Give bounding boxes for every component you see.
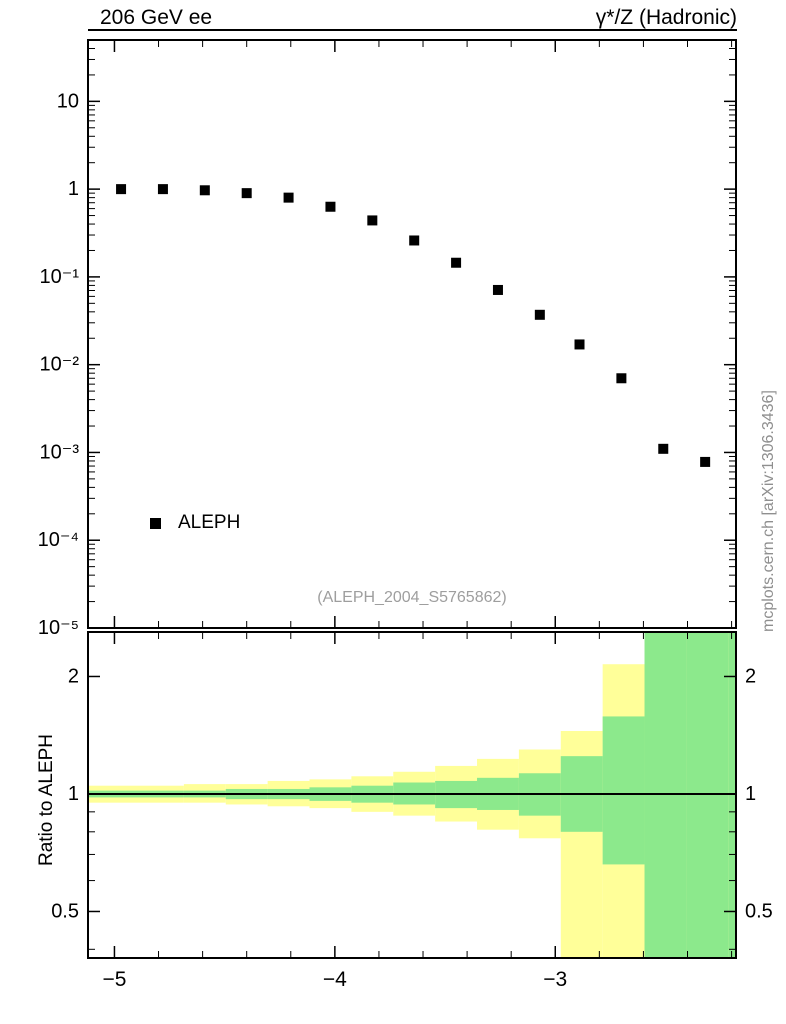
band-inner	[644, 632, 687, 958]
data-point-ALEPH	[658, 443, 669, 454]
ratio-y-tick-label-left: 2	[68, 665, 79, 687]
data-point-ALEPH	[283, 192, 294, 203]
y-tick-label: 10⁻¹	[40, 266, 80, 288]
data-point-ALEPH	[451, 257, 462, 268]
y-tick-label: 10⁻⁴	[38, 529, 79, 551]
band-inner	[602, 716, 645, 865]
data-point-ALEPH	[616, 373, 627, 384]
x-tick-label: −5	[102, 968, 126, 991]
ratio-y-tick-label-left: 0.5	[51, 900, 79, 922]
band-inner	[728, 632, 736, 958]
x-tick-label: −3	[543, 968, 567, 991]
y-tick-label: 10⁻⁵	[38, 617, 79, 639]
analysis-watermark: (ALEPH_2004_S5765862)	[317, 589, 507, 606]
ratio-plot-frame	[87, 631, 737, 959]
page-title: 206 GeV ee	[100, 6, 213, 29]
y-tick-label: 10⁻²	[40, 354, 80, 376]
data-point-ALEPH	[492, 284, 503, 295]
ratio-y-tick-label-left: 1	[68, 783, 79, 805]
filled-square-icon	[150, 517, 161, 529]
legend-label: ALEPH	[178, 512, 241, 533]
data-point-ALEPH	[157, 184, 168, 195]
data-point-ALEPH	[199, 185, 210, 196]
data-point-ALEPH	[700, 456, 711, 467]
data-point-ALEPH	[241, 188, 252, 199]
mcplots-credit: mcplots.cern.ch [arXiv:1306.3436]	[760, 390, 777, 632]
data-point-ALEPH	[574, 339, 585, 350]
y-tick-label: 1	[68, 178, 79, 200]
y-tick-label: 10⁻³	[40, 441, 80, 463]
ratio-y-tick-label-right: 1	[745, 783, 756, 805]
data-point-ALEPH	[367, 215, 378, 226]
ratio-y-tick-label-right: 0.5	[745, 900, 773, 922]
main-plot-frame	[87, 39, 737, 629]
band-inner	[686, 632, 729, 958]
y-tick-label: 10	[57, 90, 79, 112]
x-tick-label: −4	[323, 968, 347, 991]
data-point-ALEPH	[325, 201, 336, 212]
legend: ALEPH	[150, 512, 240, 534]
process-title: γ*/Z (Hadronic)	[595, 6, 737, 29]
ratio-y-tick-label-right: 2	[745, 665, 756, 687]
ratio-axis-label: Ratio to ALEPH	[36, 733, 57, 866]
data-point-ALEPH	[116, 184, 127, 195]
data-point-ALEPH	[409, 235, 420, 246]
data-point-ALEPH	[534, 309, 545, 320]
